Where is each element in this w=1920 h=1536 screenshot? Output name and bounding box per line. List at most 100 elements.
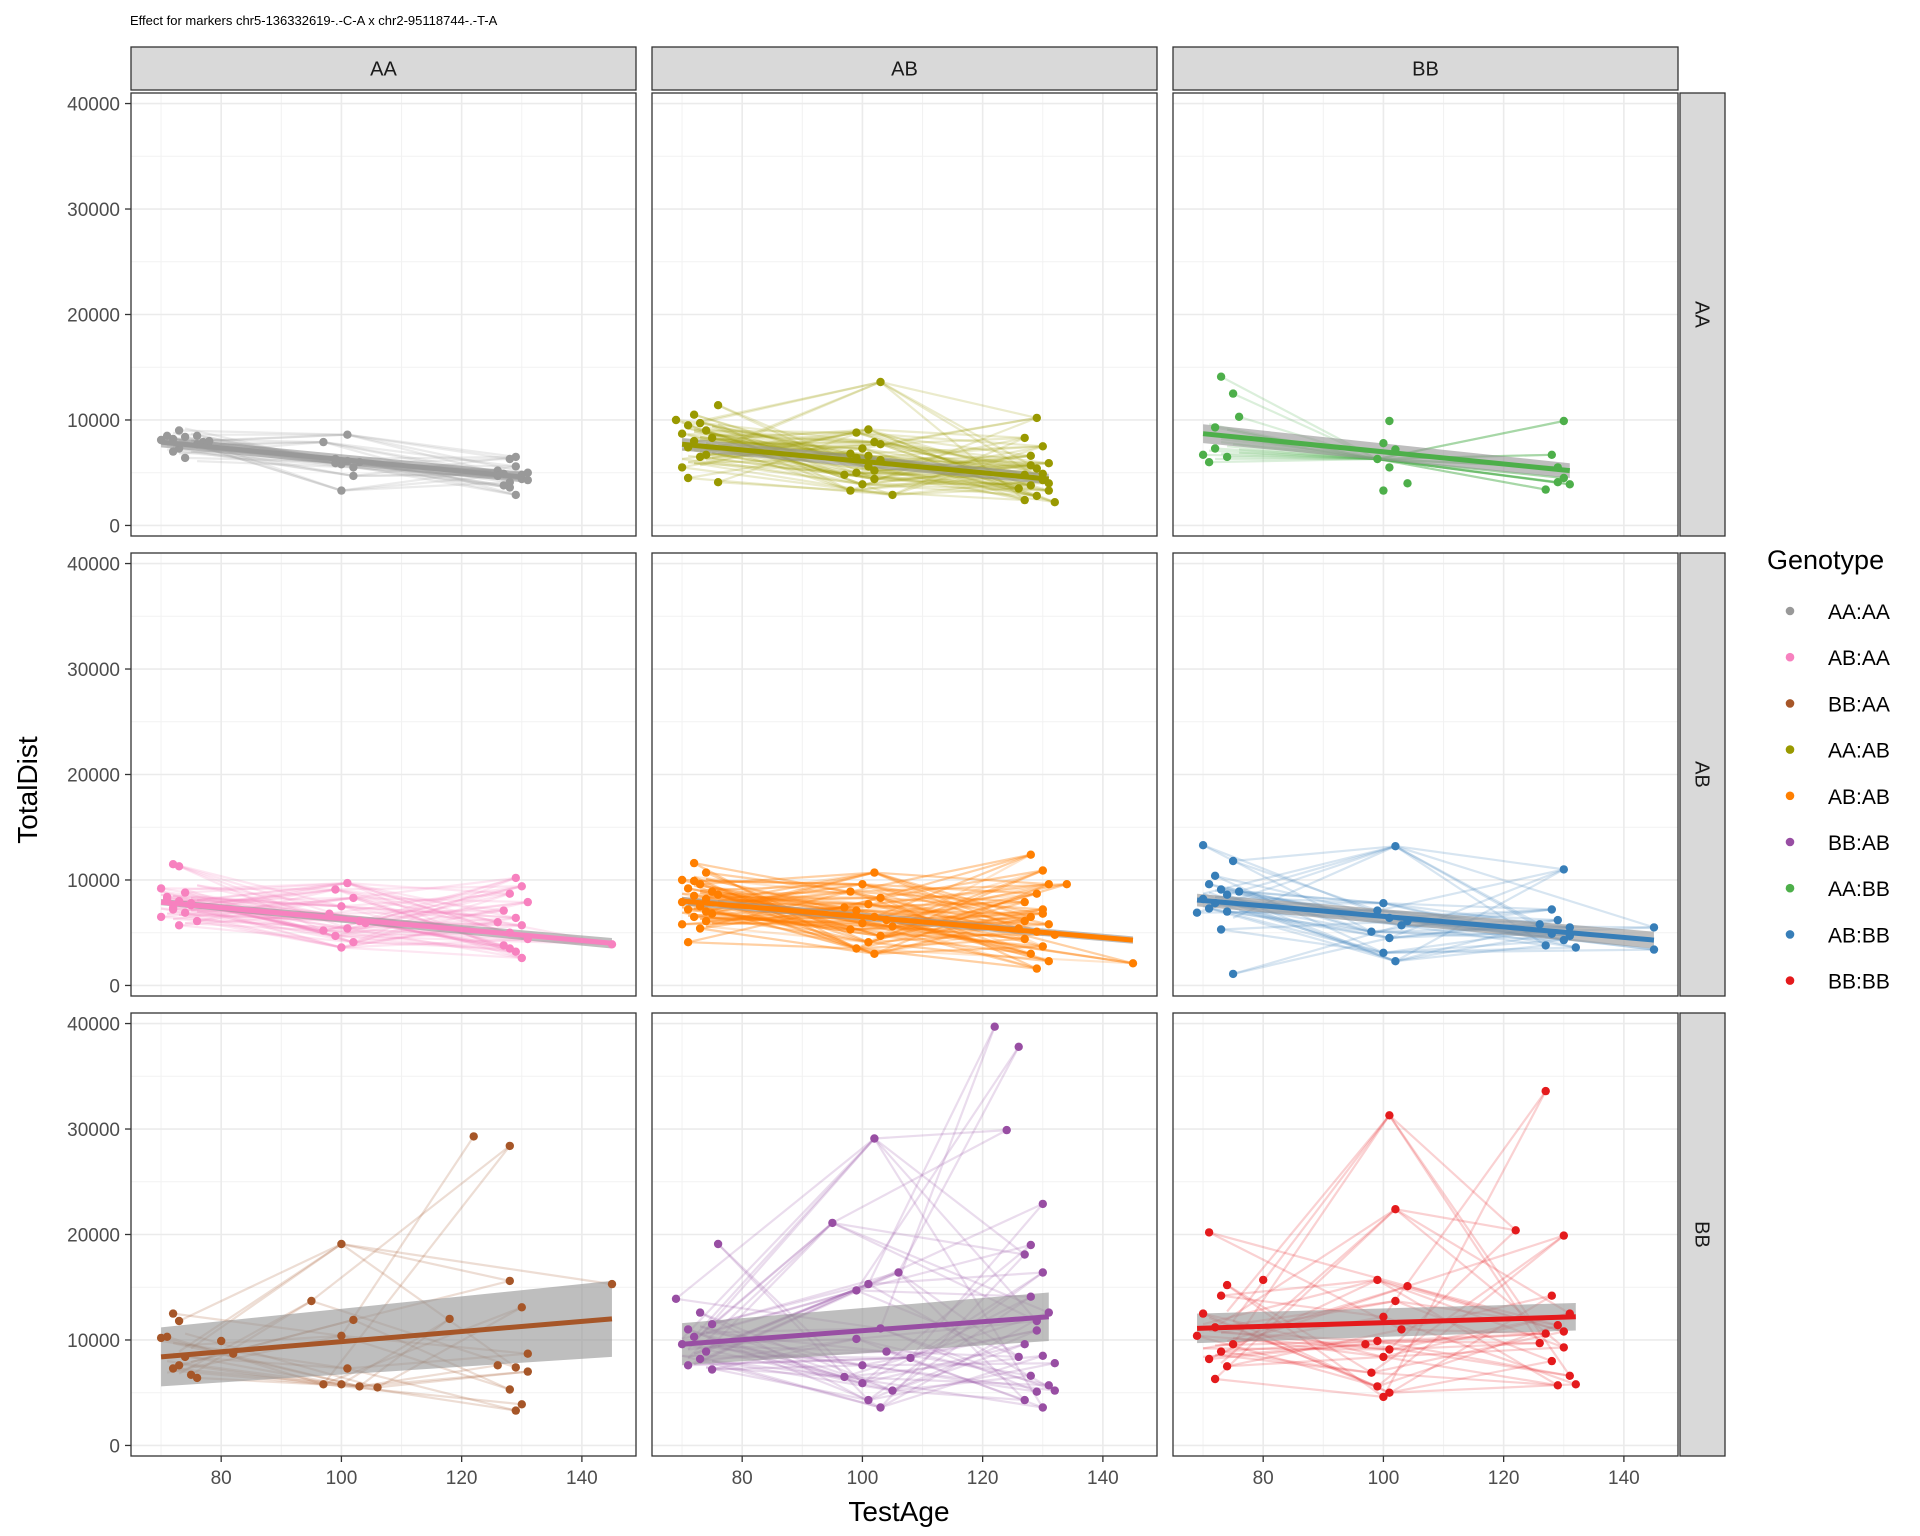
data-point: [695, 1354, 705, 1364]
data-point: [852, 906, 861, 915]
x-tick-label: 80: [732, 1468, 753, 1489]
data-point: [505, 1276, 514, 1286]
data-point: [840, 470, 849, 479]
data-point: [517, 1303, 526, 1312]
data-point: [1020, 1340, 1029, 1349]
data-point: [1228, 856, 1238, 866]
y-tick-label: 10000: [67, 871, 120, 892]
data-point: [1014, 484, 1023, 493]
data-point: [156, 912, 166, 922]
data-point: [1128, 959, 1138, 968]
x-tick-label: 100: [1368, 1468, 1400, 1489]
data-point: [864, 938, 873, 947]
y-tick-label: 40000: [67, 95, 120, 116]
data-point: [846, 887, 855, 896]
data-point: [1385, 416, 1394, 426]
data-point: [174, 862, 184, 871]
facet-panel: [651, 1012, 1158, 1457]
data-point: [319, 926, 328, 935]
data-point: [1204, 1354, 1214, 1364]
data-point: [1547, 905, 1557, 914]
data-point: [493, 1361, 502, 1370]
data-point: [1222, 1362, 1232, 1371]
data-point: [1559, 416, 1569, 426]
data-point: [1373, 454, 1382, 464]
data-point: [349, 471, 358, 481]
y-tick-label: 40000: [67, 555, 120, 576]
data-point: [671, 1294, 681, 1304]
data-point: [701, 1347, 711, 1356]
trend-line: [681, 441, 1050, 482]
data-point: [517, 953, 526, 963]
data-point: [1216, 372, 1226, 381]
y-tick-label: 20000: [67, 306, 120, 327]
data-point: [511, 490, 520, 500]
data-point: [1571, 1380, 1581, 1389]
legend-label: AA:BB: [1828, 878, 1890, 901]
data-point: [523, 475, 532, 485]
data-point: [1234, 412, 1244, 421]
y-tick-label: 0: [109, 516, 120, 537]
column-strip: [130, 46, 637, 91]
data-point: [858, 480, 867, 489]
data-point: [523, 468, 532, 477]
data-point: [1565, 923, 1575, 932]
data-point: [1032, 491, 1042, 501]
data-point: [373, 1383, 382, 1392]
data-point: [1204, 880, 1214, 889]
facet-panel: [651, 92, 1158, 537]
data-point: [1391, 842, 1400, 851]
data-point: [1020, 916, 1029, 926]
data-point: [1204, 904, 1214, 913]
data-point: [180, 432, 190, 442]
data-point: [852, 1334, 861, 1344]
legend-key: [1785, 883, 1795, 893]
data-point: [1367, 1368, 1376, 1377]
data-point: [1216, 885, 1226, 894]
data-point: [1565, 480, 1575, 489]
legend-label: AB:BB: [1828, 924, 1890, 947]
data-point: [349, 1315, 358, 1325]
data-point: [864, 1395, 873, 1405]
data-point: [349, 463, 358, 472]
data-point: [217, 1336, 226, 1346]
data-point: [1511, 1226, 1520, 1235]
data-point: [689, 891, 699, 900]
data-point: [1020, 495, 1029, 505]
data-point: [1391, 957, 1400, 966]
data-point: [337, 943, 346, 952]
data-point: [1038, 942, 1048, 951]
data-point: [1044, 957, 1054, 966]
data-point: [1385, 463, 1394, 472]
row-strip-label: AB: [1691, 761, 1713, 788]
data-point: [180, 888, 190, 897]
data-point: [876, 893, 885, 903]
data-point: [1403, 1282, 1412, 1291]
legend: Genotype AA:AA AB:AA BB:AA AA:AB AB:AB BB:AB A…: [1767, 545, 1890, 994]
data-point: [469, 1132, 478, 1141]
data-point: [1385, 1111, 1394, 1120]
data-point: [1020, 1250, 1029, 1259]
facet-panel: [1172, 1012, 1679, 1457]
data-point: [168, 447, 178, 456]
data-point: [846, 449, 855, 458]
data-point: [349, 893, 358, 903]
data-point: [511, 462, 520, 471]
legend-label: BB:AB: [1828, 832, 1890, 855]
data-point: [331, 931, 340, 941]
data-point: [1002, 1125, 1011, 1135]
data-point: [511, 452, 520, 462]
data-point: [1379, 486, 1388, 495]
data-point: [713, 1239, 723, 1249]
data-point: [864, 451, 873, 460]
facet-panel: [651, 552, 1158, 997]
x-axis-title: TestAge: [848, 1496, 949, 1527]
data-point: [870, 1134, 879, 1143]
data-point: [858, 444, 867, 453]
data-point: [1649, 945, 1659, 954]
data-point: [337, 1331, 346, 1341]
data-point: [343, 924, 352, 933]
data-point: [864, 900, 873, 909]
data-point: [1038, 1199, 1048, 1209]
data-point: [1210, 423, 1220, 432]
